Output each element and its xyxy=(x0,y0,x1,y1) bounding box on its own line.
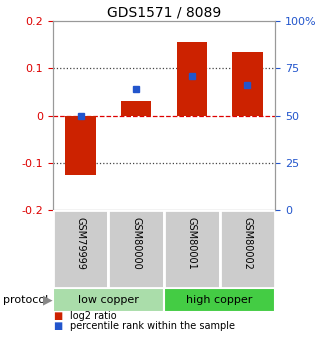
Bar xyxy=(108,210,164,288)
Text: GSM80001: GSM80001 xyxy=(187,217,197,269)
Bar xyxy=(220,210,275,288)
Text: ▶: ▶ xyxy=(43,294,53,307)
Title: GDS1571 / 8089: GDS1571 / 8089 xyxy=(107,6,221,20)
Bar xyxy=(53,210,108,288)
Text: ■: ■ xyxy=(53,312,62,321)
Text: GSM80002: GSM80002 xyxy=(243,217,252,269)
Text: percentile rank within the sample: percentile rank within the sample xyxy=(70,321,236,331)
Bar xyxy=(232,51,263,116)
Bar xyxy=(65,116,96,175)
Text: log2 ratio: log2 ratio xyxy=(70,312,117,321)
Text: GSM79999: GSM79999 xyxy=(76,217,86,269)
Text: ■: ■ xyxy=(53,321,62,331)
Text: high copper: high copper xyxy=(187,295,253,305)
Text: low copper: low copper xyxy=(78,295,139,305)
Bar xyxy=(177,42,207,116)
Bar xyxy=(53,288,164,312)
Text: protocol: protocol xyxy=(3,295,48,305)
Bar xyxy=(121,101,151,116)
Text: GSM80000: GSM80000 xyxy=(131,217,141,269)
Bar xyxy=(164,210,220,288)
Bar xyxy=(164,288,275,312)
